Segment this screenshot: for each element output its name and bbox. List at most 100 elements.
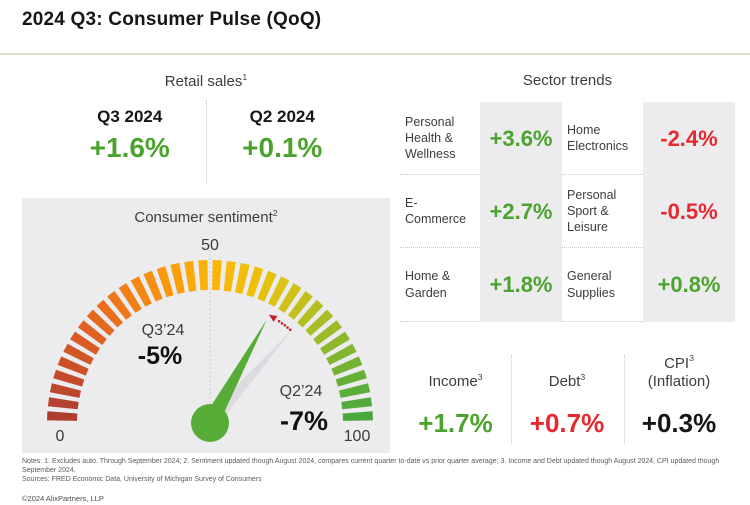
- debt-label: Debt: [548, 373, 581, 391]
- trend-arrow: [268, 314, 292, 331]
- gauge-segment: [335, 369, 367, 387]
- sector-value: -2.4%: [643, 102, 735, 175]
- right-column: Sector trends Personal Health & Wellness…: [400, 72, 735, 453]
- trend-arrow-dot: [277, 320, 281, 323]
- consumer-sentiment-footnote: 2: [272, 207, 278, 218]
- retail-sales-title: Retail sales: [164, 73, 243, 90]
- cpi-label-line: CPI3: [623, 353, 735, 374]
- cpi-heading: CPI3 (Inflation): [623, 353, 735, 393]
- gauge-segment: [78, 320, 107, 345]
- trend-arrow-dot: [280, 322, 284, 325]
- gauge-segment: [305, 309, 334, 336]
- gauge-segment: [342, 411, 373, 421]
- indicator-divider: [511, 355, 512, 443]
- income-heading: Income3: [400, 354, 511, 392]
- macro-indicators-section: Income3 +1.7% Debt3 +0.7% CPI3 (Inflatio…: [400, 341, 735, 445]
- cpi-label: CPI: [664, 354, 690, 372]
- cpi-footnote: 3: [689, 353, 694, 364]
- consumer-sentiment-title: Consumer sentiment: [134, 209, 273, 226]
- gauge-segment: [57, 356, 89, 376]
- gauge-segment: [339, 383, 371, 398]
- gauge-previous-label: Q2’24: [280, 383, 323, 400]
- gauge-segment: [130, 276, 152, 307]
- income-indicator: Income3 +1.7%: [400, 341, 511, 445]
- sector-label: General Supplies: [562, 248, 643, 322]
- debt-footnote: 3: [580, 371, 586, 382]
- sector-label: Home Electronics: [562, 102, 643, 175]
- income-value: +1.7%: [418, 408, 493, 438]
- gauge-segment: [49, 383, 81, 398]
- consumer-sentiment-panel: 50 0 100 Q3’24 -5% Q2’24 -7% Consumer se…: [22, 198, 390, 453]
- sector-value: -0.5%: [643, 175, 735, 248]
- gauge-segment: [47, 397, 79, 410]
- footnotes-text: Notes: 1. Excludes auto. Through Septemb…: [22, 458, 720, 475]
- gauge-segment: [70, 331, 100, 355]
- gauge-segment: [63, 343, 94, 365]
- sector-label: Personal Health & Wellness: [400, 102, 480, 175]
- gauge-segment: [143, 270, 163, 302]
- copyright-text: ©2024 AlixPartners, LLP: [22, 494, 104, 504]
- gauge-segment: [53, 369, 85, 387]
- gauge-segment: [257, 270, 277, 302]
- cpi-indicator: CPI3 (Inflation) +0.3%: [623, 341, 735, 445]
- retail-q2-label: Q2 2024: [249, 107, 315, 126]
- left-column: Retail sales1 Q3 2024 +1.6% Q2 2024 +0.1…: [22, 72, 390, 453]
- gauge-segment: [223, 260, 236, 292]
- page-title: 2024 Q3: Consumer Pulse (QoQ): [22, 9, 322, 30]
- retail-q3-label: Q3 2024: [97, 107, 163, 126]
- debt-label-line: Debt3: [511, 372, 623, 392]
- page-header: 2024 Q3: Consumer Pulse (QoQ): [0, 0, 750, 55]
- debt-value: +0.7%: [529, 408, 605, 438]
- gauge-tick-min: 0: [56, 428, 65, 445]
- gauge-segment: [235, 262, 250, 294]
- gauge-segment: [297, 299, 324, 328]
- income-label-line: Income3: [400, 372, 511, 392]
- gauge-arc-segments: [47, 260, 373, 421]
- sentiment-gauge-chart: 50 0 100 Q3’24 -5% Q2’24 -7%: [47, 237, 373, 445]
- gauge-tick-max: 100: [344, 428, 371, 445]
- gauge-segment: [326, 343, 357, 365]
- retail-sales-section: Retail sales1 Q3 2024 +1.6% Q2 2024 +0.1…: [22, 72, 390, 184]
- main-content: Retail sales1 Q3 2024 +1.6% Q2 2024 +0.1…: [0, 55, 750, 453]
- gauge-needles: [191, 319, 295, 442]
- sector-value: +3.6%: [480, 102, 562, 175]
- consumer-sentiment-heading: Consumer sentiment2: [22, 208, 390, 226]
- gauge-segment: [156, 266, 174, 298]
- gauge-segment: [107, 291, 132, 320]
- retail-q2-column: Q2 2024 +0.1%: [207, 100, 391, 184]
- retail-sales-heading: Retail sales1: [22, 72, 390, 90]
- cpi-sublabel: (Inflation): [647, 373, 711, 391]
- retail-sales-footnote: 1: [242, 71, 248, 82]
- current-quarter-needle: [202, 319, 267, 428]
- gauge-segment: [278, 283, 302, 313]
- sector-trends-heading: Sector trends: [522, 72, 613, 89]
- sector-label: Home & Garden: [400, 248, 480, 322]
- gauge-segment: [313, 320, 342, 345]
- retail-q3-column: Q3 2024 +1.6%: [22, 100, 207, 184]
- gauge-previous-change: -7%: [280, 406, 328, 436]
- debt-indicator: Debt3 +0.7%: [511, 341, 623, 445]
- sector-label: E-Commerce: [400, 175, 480, 248]
- gauge-current-change: -5%: [138, 342, 182, 370]
- gauge-current-label: Q3’24: [142, 322, 185, 339]
- income-footnote: 3: [477, 371, 483, 382]
- trend-arrow-head: [268, 314, 278, 322]
- income-label: Income: [428, 373, 478, 391]
- footer: Notes: 1. Excludes auto. Through Septemb…: [22, 457, 734, 503]
- gauge-segment: [212, 260, 222, 291]
- gauge-segment: [86, 309, 115, 336]
- sector-value: +0.8%: [643, 248, 735, 322]
- retail-q3-value: +1.6%: [89, 132, 170, 163]
- gauge-tick-mid: 50: [201, 237, 219, 254]
- gauge-segment: [268, 276, 290, 307]
- trend-arrow-dot: [288, 328, 292, 331]
- cpi-value: +0.3%: [641, 408, 717, 438]
- gauge-segment: [246, 266, 264, 298]
- sector-value: +2.7%: [480, 175, 562, 248]
- gauge-segment: [184, 260, 197, 292]
- gauge-segment: [341, 397, 373, 410]
- trend-arrow-dot: [286, 326, 289, 329]
- trend-arrow-dot: [283, 324, 287, 327]
- gauge-segment: [288, 291, 313, 320]
- gauge-segment: [47, 411, 78, 421]
